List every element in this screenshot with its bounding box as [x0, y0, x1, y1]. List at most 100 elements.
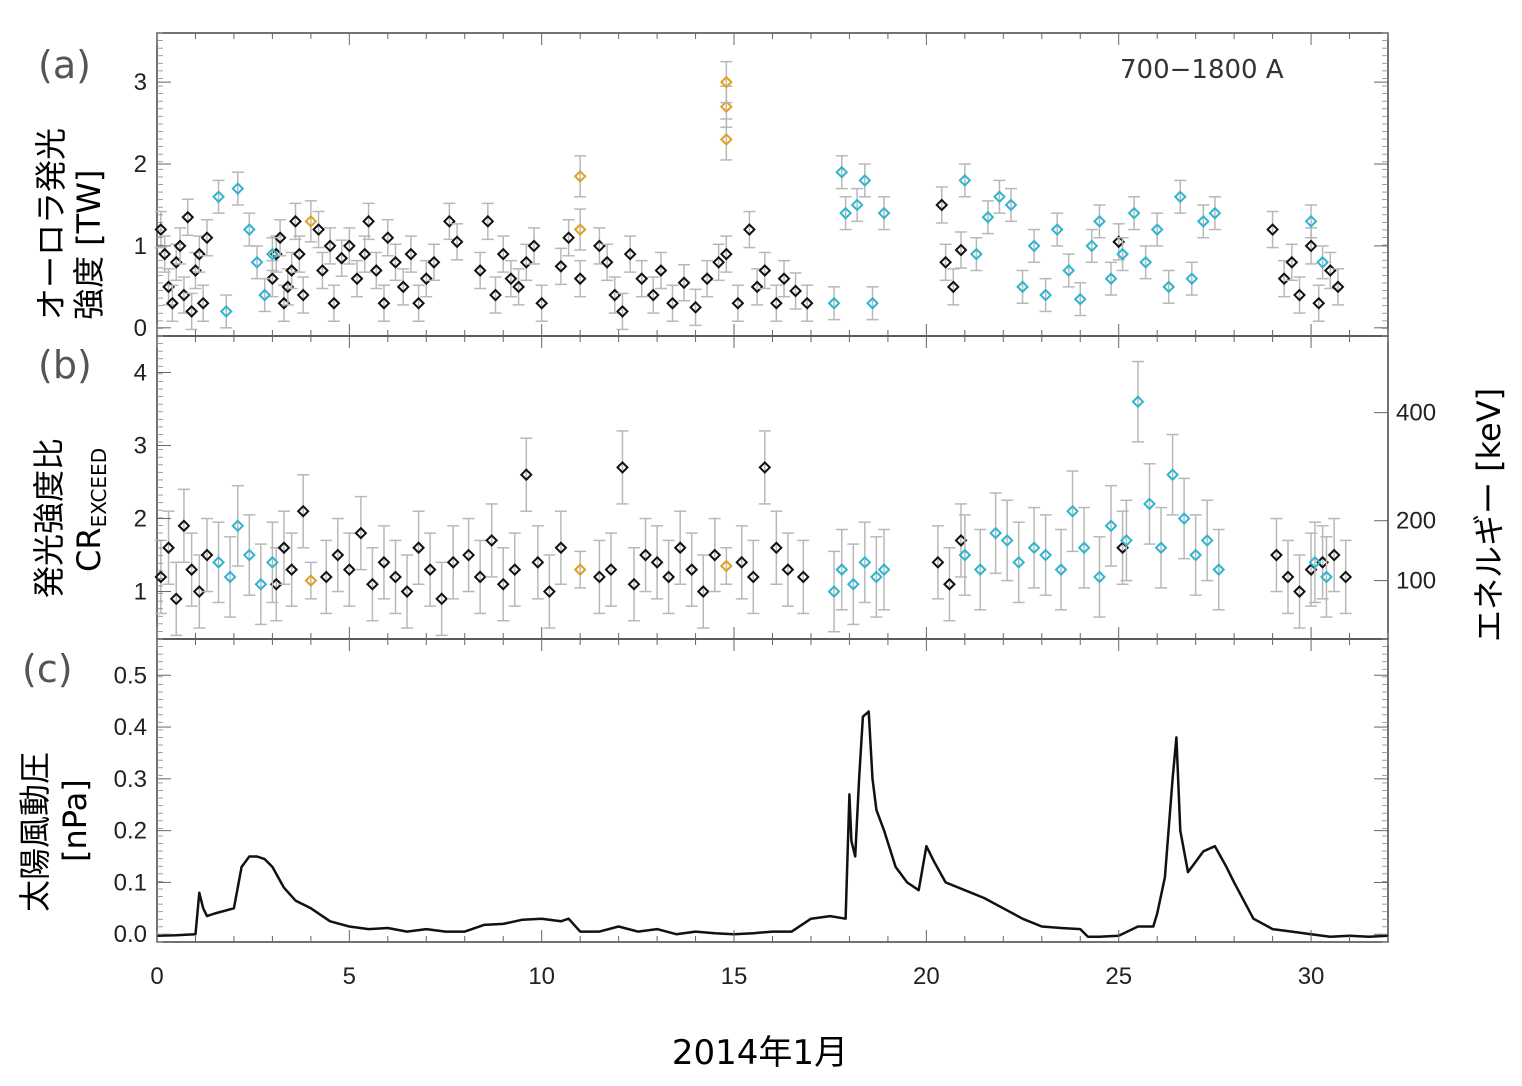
- data-point-black: [796, 570, 810, 584]
- data-point-cyan: [1104, 519, 1118, 533]
- data-point-black: [389, 255, 402, 269]
- data-point-cyan: [1062, 264, 1076, 277]
- data-point-orange: [304, 214, 318, 228]
- data-point-black: [673, 541, 687, 555]
- panel-c-ylabel-line1: 太陽風動圧: [16, 752, 54, 912]
- data-point-black: [335, 251, 349, 265]
- data-point-black: [192, 585, 206, 598]
- data-point-cyan: [1039, 288, 1053, 302]
- data-point-cyan: [1320, 570, 1333, 584]
- panel-c-label: (c): [22, 647, 73, 691]
- data-point-black: [789, 284, 802, 298]
- data-point-black: [696, 585, 710, 598]
- data-point-black: [162, 541, 175, 555]
- data-point-black: [1285, 255, 1299, 269]
- data-point-black: [654, 264, 668, 277]
- data-point-black: [946, 280, 960, 294]
- data-point-black: [646, 288, 660, 302]
- x-tick-label: 30: [1298, 963, 1325, 990]
- panel-c-ylabel-line2: [nPa]: [56, 779, 94, 862]
- data-point-black: [758, 264, 772, 277]
- data-point-cyan: [1077, 541, 1091, 555]
- panel-a-ylabel-line1: オーロラ発光: [32, 128, 70, 320]
- data-point-cyan: [1027, 239, 1041, 253]
- data-point-black: [296, 504, 310, 518]
- data-point-cyan: [1027, 541, 1041, 555]
- data-point-cyan: [242, 223, 256, 236]
- panel-c-plot: [156, 710, 1389, 939]
- data-point-black: [623, 247, 637, 261]
- data-point-black: [177, 519, 191, 533]
- data-point-black: [666, 296, 679, 310]
- data-point-cyan: [1189, 548, 1203, 562]
- data-point-black: [289, 214, 302, 228]
- data-point-black: [292, 247, 306, 261]
- data-point-black: [708, 548, 722, 562]
- y-tick-label: 0: [134, 315, 147, 342]
- data-point-orange: [719, 100, 733, 114]
- data-point-cyan: [827, 585, 841, 598]
- data-point-cyan: [1196, 214, 1210, 228]
- data-point-cyan: [1143, 497, 1156, 511]
- data-point-black: [719, 247, 733, 261]
- data-point-cyan: [1308, 555, 1322, 569]
- data-point-black: [404, 247, 418, 261]
- data-point-black: [562, 231, 576, 245]
- data-point-black: [600, 255, 614, 269]
- data-point-cyan: [242, 548, 256, 562]
- data-point-cyan: [989, 526, 1003, 540]
- data-point-black: [446, 555, 460, 569]
- panel-b-label: (b): [38, 343, 92, 387]
- data-point-black: [450, 235, 464, 249]
- data-point-cyan: [958, 173, 972, 187]
- panel-b-plot: [154, 360, 1353, 637]
- data-point-black: [358, 247, 372, 261]
- data-point-cyan: [969, 247, 983, 261]
- data-point-black: [769, 296, 783, 310]
- y-tick-label: 0.5: [114, 662, 147, 689]
- data-point-black: [1339, 570, 1353, 584]
- data-point-black: [350, 272, 364, 286]
- data-point-black: [423, 563, 437, 577]
- data-point-cyan: [1116, 247, 1129, 261]
- data-point-black: [731, 296, 745, 310]
- right-tick-label: 200: [1396, 508, 1436, 535]
- data-point-black: [519, 468, 533, 482]
- x-axis-title: 2014年1月: [672, 1033, 848, 1073]
- data-point-black: [650, 555, 664, 569]
- data-point-black: [496, 577, 510, 591]
- x-tick-label: 0: [150, 963, 163, 990]
- data-point-black: [319, 570, 333, 584]
- pressure-line: [156, 710, 1389, 939]
- data-point-black: [519, 255, 533, 269]
- right-tick-label: 400: [1396, 400, 1436, 427]
- data-point-black: [743, 223, 756, 236]
- x-tick-label: 20: [913, 963, 940, 990]
- y-tick-label: 0.3: [114, 766, 147, 793]
- data-point-black: [639, 548, 652, 562]
- data-point-black: [592, 570, 606, 584]
- data-point-cyan: [258, 288, 272, 302]
- panel-a-label: (a): [38, 43, 91, 87]
- data-point-cyan: [1127, 206, 1141, 220]
- panel-b-right-label: エネルギー [keV]: [1470, 388, 1508, 642]
- data-point-cyan: [973, 563, 987, 577]
- data-point-black: [604, 563, 618, 577]
- data-point-orange: [719, 75, 733, 89]
- data-point-cyan: [1162, 280, 1176, 294]
- y-tick-label: 4: [134, 360, 147, 387]
- data-point-cyan: [231, 519, 245, 533]
- data-point-black: [377, 296, 391, 310]
- y-tick-label: 0.1: [114, 869, 147, 896]
- data-point-black: [154, 223, 168, 236]
- data-point-cyan: [1139, 255, 1153, 269]
- data-point-cyan: [1150, 223, 1164, 236]
- panel-c-frame: [156, 638, 1389, 943]
- data-point-black: [419, 272, 433, 286]
- data-point-black: [265, 272, 279, 286]
- data-point-black: [181, 210, 195, 224]
- data-point-orange: [573, 169, 587, 183]
- data-point-black: [750, 280, 764, 294]
- data-point-black: [712, 255, 726, 269]
